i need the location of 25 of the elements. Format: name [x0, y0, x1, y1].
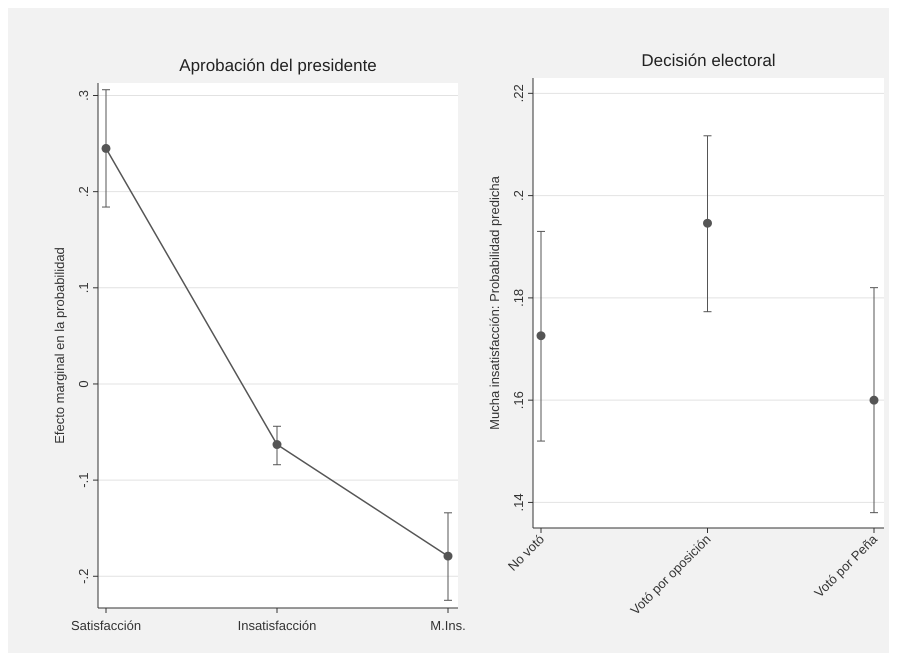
x-tick-label: Satisfacción: [70, 618, 142, 633]
y-axis-title: Efecto marginal en la probabilidad: [52, 247, 67, 444]
y-tick-label: .2: [76, 186, 91, 198]
y-tick-label: .18: [511, 288, 526, 307]
point: [444, 552, 452, 561]
x-tick-label: M.Ins.: [430, 618, 466, 633]
y-axis-title: Mucha insatisfacción: Probabilidad predicha: [487, 175, 502, 430]
y-tick-label: .14: [511, 493, 526, 512]
y-tick-label: -.1: [76, 472, 91, 488]
y-tick-label: .1: [76, 282, 91, 294]
y-tick-label: .3: [76, 90, 91, 101]
x-tick-label: No votó: [504, 532, 548, 574]
y-tick-label: .22: [511, 84, 526, 102]
y-tick-label: .2: [511, 190, 526, 202]
x-tick-label: Insatisfacción: [238, 618, 316, 633]
point: [102, 144, 110, 153]
y-tick-label: .16: [511, 391, 526, 410]
point: [536, 331, 546, 340]
point: [870, 396, 878, 405]
chart-title: Aprobación del presidente: [179, 56, 377, 75]
y-tick-label: 0: [76, 380, 91, 388]
point: [272, 440, 282, 450]
point: [703, 218, 712, 228]
chart-title: Decisión electoral: [641, 51, 776, 70]
y-tick-label: -.2: [76, 568, 91, 584]
